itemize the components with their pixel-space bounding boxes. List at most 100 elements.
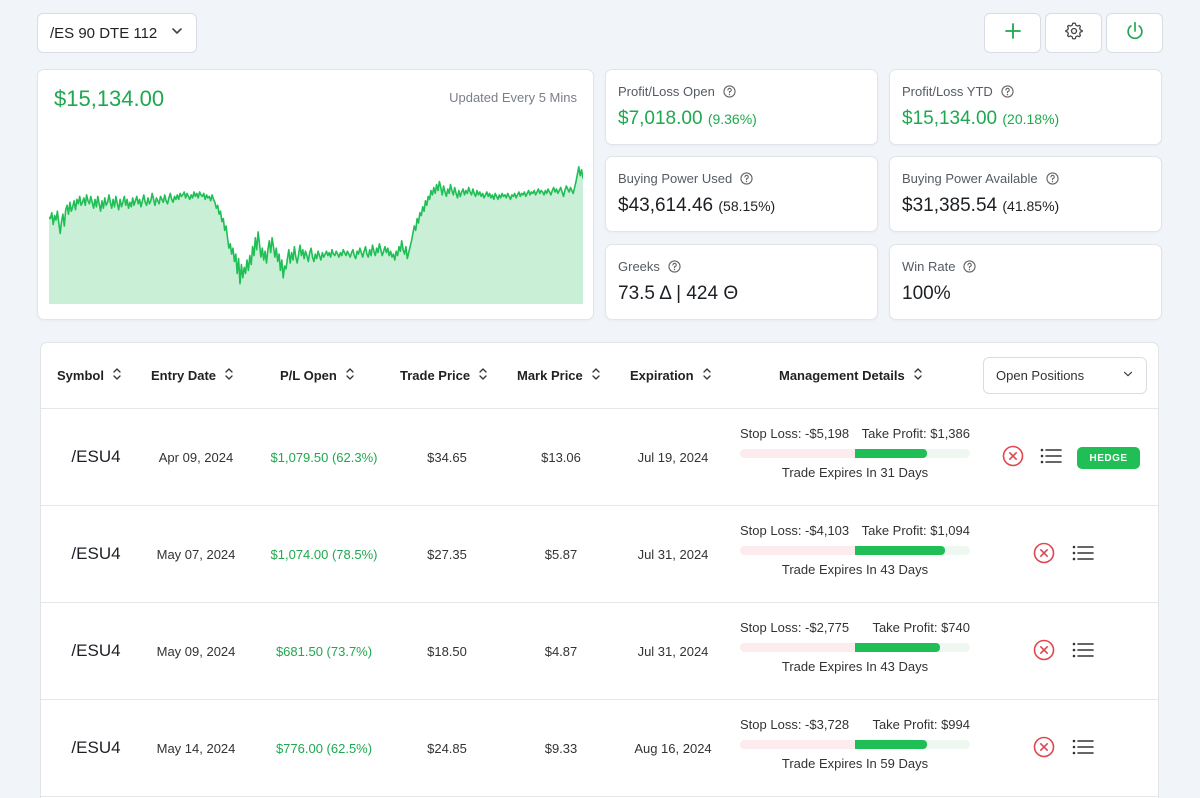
cell-mark-price: $5.87: [544, 546, 578, 562]
stat-value: $43,614.46: [618, 195, 714, 216]
close-circle-icon: [1002, 445, 1024, 472]
power-icon: [1124, 20, 1146, 47]
help-icon[interactable]: [1001, 85, 1014, 98]
position-details-button[interactable]: [1071, 544, 1095, 566]
cell-expiration: Aug 16, 2024: [634, 740, 712, 756]
stat-value: $15,134.00: [902, 108, 998, 129]
update-frequency-label: Updated Every 5 Mins: [449, 90, 577, 105]
header-pl-open[interactable]: P/L Open: [280, 367, 355, 384]
stat-label: Buying Power Available: [902, 171, 1038, 186]
cell-pl-open: $1,079.50 (62.3%): [270, 449, 378, 465]
header-trade-price[interactable]: Trade Price: [400, 367, 488, 384]
cell-mark-price: $13.06: [541, 449, 581, 465]
cell-trade-price: $34.65: [427, 449, 467, 465]
profit-progress-bar: [740, 449, 970, 458]
header-symbol[interactable]: Symbol: [57, 367, 122, 384]
header-entry-date[interactable]: Entry Date: [151, 367, 234, 384]
stat-label: Greeks: [618, 259, 660, 274]
management-details: Stop Loss: -$2,775 Take Profit: $740 Trad…: [740, 620, 970, 674]
list-icon: [1040, 448, 1062, 469]
help-icon[interactable]: [668, 260, 681, 273]
cell-symbol: /ESU4: [71, 544, 121, 563]
cell-entry-date: May 14, 2024: [156, 740, 236, 756]
cell-pl-open: $776.00 (62.5%): [275, 740, 373, 756]
add-button[interactable]: [984, 13, 1041, 53]
cell-pl-open: $1,074.00 (78.5%): [270, 546, 378, 562]
chart-area-fill: [49, 166, 583, 304]
cell-trade-price: $24.85: [427, 740, 467, 756]
cell-entry-date: May 09, 2024: [156, 643, 236, 659]
stat-label: Buying Power Used: [618, 171, 733, 186]
cell-expiration: Jul 31, 2024: [637, 546, 709, 562]
close-position-button[interactable]: [1032, 639, 1056, 666]
take-profit-label: Take Profit: $1,094: [861, 523, 970, 538]
stat-card-win-rate: Win Rate 100%: [889, 244, 1162, 320]
stat-value: 73.5 Δ | 424 Θ: [618, 283, 739, 304]
management-details: Stop Loss: -$4,103 Take Profit: $1,094 Tr…: [740, 523, 970, 577]
help-icon[interactable]: [723, 85, 736, 98]
close-circle-icon: [1033, 542, 1055, 569]
table-row[interactable]: /ESU4 Apr 09, 2024 $1,079.50 (62.3%) $34…: [41, 409, 1158, 506]
profit-progress-bar: [740, 643, 970, 652]
sort-icon: [112, 367, 122, 384]
plus-icon: [1003, 21, 1023, 46]
management-details: Stop Loss: -$3,728 Take Profit: $994 Trad…: [740, 717, 970, 771]
stat-value: 100%: [902, 283, 951, 304]
cell-symbol: /ESU4: [71, 738, 121, 757]
cell-symbol: /ESU4: [71, 447, 121, 466]
stop-loss-label: Stop Loss: -$3,728: [740, 717, 850, 732]
stop-loss-label: Stop Loss: -$4,103: [740, 523, 850, 538]
stat-label: Profit/Loss Open: [618, 84, 715, 99]
strategy-selector[interactable]: /ES 90 DTE 112: [37, 13, 197, 53]
take-profit-label: Take Profit: $1,386: [861, 426, 970, 441]
close-position-button[interactable]: [1032, 542, 1056, 569]
trade-expires-label: Trade Expires In 43 Days: [781, 659, 929, 674]
pnl-chart-card: $15,134.00 Updated Every 5 Mins: [37, 69, 594, 320]
table-row[interactable]: /ESU4 May 07, 2024 $1,074.00 (78.5%) $27…: [41, 506, 1158, 603]
close-circle-icon: [1033, 639, 1055, 666]
cell-mark-price: $4.87: [544, 643, 578, 659]
stat-percent: (58.15%): [718, 198, 776, 214]
close-position-button[interactable]: [1032, 736, 1056, 763]
stat-percent: (41.85%): [1002, 198, 1060, 214]
table-row[interactable]: /ESU4 May 14, 2024 $776.00 (62.5%) $24.8…: [41, 700, 1158, 797]
stat-card-greeks: Greeks 73.5 Δ | 424 Θ: [605, 244, 878, 320]
stat-value: $7,018.00: [618, 108, 703, 129]
help-icon[interactable]: [740, 172, 753, 185]
positions-filter-select[interactable]: Open Positions: [983, 357, 1147, 394]
position-details-button[interactable]: [1071, 738, 1095, 760]
cell-trade-price: $27.35: [427, 546, 467, 562]
positions-table: Symbol Entry Date P/L Open Trade Price M…: [40, 342, 1159, 798]
positions-filter-value: Open Positions: [996, 368, 1085, 383]
take-profit-label: Take Profit: $740: [872, 620, 970, 635]
hedge-button[interactable]: HEDGE: [1077, 447, 1140, 469]
header-expiration[interactable]: Expiration: [630, 367, 712, 384]
sort-icon: [702, 367, 712, 384]
header-mark-price[interactable]: Mark Price: [517, 367, 601, 384]
gear-icon: [1064, 21, 1084, 46]
stat-card-bp-available: Buying Power Available $31,385.54 (41.85…: [889, 156, 1162, 232]
settings-button[interactable]: [1045, 13, 1102, 53]
management-details: Stop Loss: -$5,198 Take Profit: $1,386 Tr…: [740, 426, 970, 480]
position-details-button[interactable]: [1071, 641, 1095, 663]
cell-expiration: Jul 31, 2024: [637, 643, 709, 659]
table-header: Symbol Entry Date P/L Open Trade Price M…: [41, 343, 1158, 409]
strategy-selector-value: /ES 90 DTE 112: [50, 24, 158, 42]
close-position-button[interactable]: [1001, 445, 1025, 472]
stat-card-pl-open: Profit/Loss Open $7,018.00 (9.36%): [605, 69, 878, 145]
close-circle-icon: [1033, 736, 1055, 763]
header-management-details[interactable]: Management Details: [779, 367, 923, 384]
stat-value: $31,385.54: [902, 195, 998, 216]
position-details-button[interactable]: [1039, 447, 1063, 469]
stat-label: Win Rate: [902, 259, 956, 274]
list-icon: [1072, 739, 1094, 760]
stop-loss-label: Stop Loss: -$2,775: [740, 620, 850, 635]
power-button[interactable]: [1106, 13, 1163, 53]
stat-card-bp-used: Buying Power Used $43,614.46 (58.15%): [605, 156, 878, 232]
table-row[interactable]: /ESU4 May 09, 2024 $681.50 (73.7%) $18.5…: [41, 603, 1158, 700]
take-profit-label: Take Profit: $994: [872, 717, 970, 732]
profit-progress-bar: [740, 740, 970, 749]
help-icon[interactable]: [963, 260, 977, 273]
pnl-area-chart: [49, 166, 583, 304]
help-icon[interactable]: [1045, 172, 1059, 185]
